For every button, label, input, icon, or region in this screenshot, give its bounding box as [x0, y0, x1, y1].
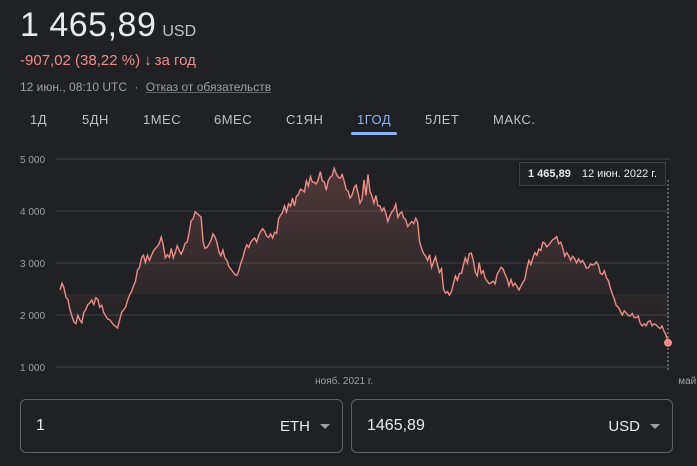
- tab-6m[interactable]: 6МЕС: [214, 112, 253, 127]
- fiat-unit-select[interactable]: USD: [608, 417, 640, 435]
- tab-5d[interactable]: 5ДН: [82, 112, 109, 127]
- crypto-amount-field[interactable]: 1 ETH: [20, 399, 343, 453]
- meta-separator: ·: [134, 80, 139, 94]
- tab-5y[interactable]: 5ЛЕТ: [425, 112, 460, 127]
- tooltip-value: 1 465,89: [528, 168, 571, 180]
- y-tick-label: 4 000: [20, 207, 45, 218]
- y-tick-label: 3 000: [20, 259, 45, 270]
- crypto-amount-value[interactable]: 1: [36, 417, 45, 434]
- change-amount: -907,02 (38,22 %): [20, 52, 141, 69]
- change-period: за год: [154, 52, 196, 69]
- price-row: 1 465,89 USD: [20, 6, 196, 45]
- crypto-unit-select[interactable]: ETH: [280, 417, 310, 435]
- chevron-down-icon[interactable]: [650, 423, 660, 429]
- tab-1y[interactable]: 1ГОД: [350, 108, 398, 135]
- x-tick-label: май 2022 г.: [678, 376, 697, 387]
- quote-meta: 12 июн., 08:10 UTC · Отказ от обязательс…: [20, 80, 271, 94]
- disclaimer-link[interactable]: Отказ от обязательств: [145, 80, 272, 94]
- tab-ytd[interactable]: С1ЯН: [286, 112, 324, 127]
- arrow-down-icon: ↓: [144, 52, 152, 69]
- current-price: 1 465,89: [20, 6, 157, 44]
- price-tooltip: 1 465,89 12 июн. 2022 г.: [519, 162, 667, 186]
- current-price-point: [664, 338, 672, 347]
- price-chart[interactable]: 5 000 4 000 3 000 2 000 1 000 нояб. 2021 г. м…: [0, 140, 697, 390]
- y-tick-label: 2 000: [20, 311, 45, 322]
- chevron-down-icon[interactable]: [320, 423, 330, 429]
- tooltip-date: 12 июн. 2022 г.: [581, 168, 658, 180]
- fiat-amount-value[interactable]: 1465,89: [367, 417, 425, 434]
- fiat-amount-field[interactable]: 1465,89 USD: [351, 399, 673, 453]
- price-currency: USD: [162, 23, 197, 40]
- x-tick-label: нояб. 2021 г.: [315, 375, 373, 387]
- x-axis-labels: нояб. 2021 г. май 2022 г.: [315, 375, 697, 387]
- tab-1m[interactable]: 1МЕС: [143, 112, 182, 127]
- quote-timestamp: 12 июн., 08:10 UTC: [20, 80, 128, 94]
- tab-max[interactable]: МАКС.: [493, 112, 536, 127]
- y-tick-label: 5 000: [20, 155, 45, 166]
- y-axis-labels: 5 000 4 000 3 000 2 000 1 000: [20, 155, 45, 374]
- price-line: [59, 166, 669, 343]
- price-change: -907,02 (38,22 %) ↓ за год: [20, 52, 196, 69]
- price-area: [60, 168, 668, 343]
- y-tick-label: 1 000: [20, 363, 45, 374]
- tab-1d[interactable]: 1Д: [30, 112, 48, 127]
